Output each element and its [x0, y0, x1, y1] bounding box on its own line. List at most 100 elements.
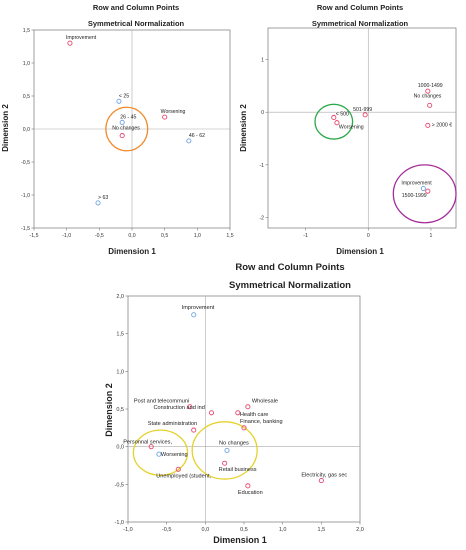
chart2-point [425, 188, 431, 194]
chart2-point [331, 114, 337, 121]
chart3-point [318, 478, 324, 484]
chart3-point [224, 447, 230, 453]
chart2-y-tick-label: 0 [261, 110, 264, 116]
chart1-y-tick-label: 0,0 [23, 127, 30, 133]
chart1-point-label: Improvement [66, 35, 97, 41]
chart1-y-tick-label: 1,5 [23, 28, 30, 34]
chart3-y-tick-label: 1,0 [116, 369, 124, 375]
chart1-point [119, 119, 125, 125]
chart2-y-tick-label: -1 [259, 163, 264, 169]
chart1-subtitle: Symmetrical Normalization [88, 19, 185, 28]
chart1-point [95, 200, 101, 206]
chart2-point [420, 185, 426, 192]
chart2-point-label: Improvement [401, 181, 432, 187]
chart3-point [208, 410, 215, 416]
chart3-x-tick-label: 2,0 [356, 527, 364, 533]
chart2-point-label: No changes [414, 93, 442, 99]
chart3-point [222, 460, 228, 466]
chart3-y-tick-label: -0,5 [115, 482, 124, 488]
chart2-point [427, 102, 433, 108]
chart3-point-label: Retail business [219, 467, 257, 473]
chart1-x-axis-label: Dimension 1 [108, 247, 156, 256]
chart3-point [241, 425, 247, 431]
chart2-x-tick-label: 0 [367, 233, 370, 239]
chart3-point-label: Electricity, gas sec [301, 473, 347, 479]
chart3-subtitle: Symmetrical Normalization [229, 280, 351, 291]
chart2-y-tick-label: -2 [259, 215, 264, 221]
chart3-point-label: Construction and ind [154, 405, 205, 411]
chart1-point-label: 26 - 45 [120, 114, 136, 120]
chart3-point-label: Unemployed (student, [156, 473, 211, 479]
chart2-x-tick-label: 1 [429, 233, 432, 239]
chart2-point [425, 88, 431, 94]
chart3-y-tick-label: 0,5 [116, 407, 124, 413]
chart1-point [186, 138, 192, 144]
chart2-point-label: 1500-1999 [402, 193, 427, 199]
chart2-point-label: 1000-1499 [418, 83, 443, 89]
chart3-x-tick-label: 0,0 [202, 527, 210, 533]
chart1-x-tick-label: 0,0 [128, 233, 135, 239]
chart1-point [116, 98, 122, 104]
chart1-point-label: < 25 [119, 93, 129, 99]
chart3-point-label: Health care [240, 412, 269, 418]
chart1-x-tick-label: 0,5 [161, 233, 168, 239]
chart3-x-tick-label: 0,5 [240, 527, 248, 533]
chart3-point [191, 427, 197, 433]
chart3-point-label: Improvement [182, 305, 215, 311]
chart1-point [67, 40, 73, 46]
chart1-point-label: > 63 [98, 195, 108, 201]
chart1-x-tick-label: 1,0 [194, 233, 201, 239]
chart3-point-label: Personnal services, [123, 440, 172, 446]
chart1-point-label: Worsening [161, 109, 186, 115]
chart1-title: Row and Column Points [93, 3, 179, 12]
chart3-x-tick-label: 1,5 [318, 527, 326, 533]
chart3-y-tick-label: 0,0 [116, 445, 124, 451]
chart3-point [235, 410, 241, 416]
chart2-highlight-ellipse [314, 103, 354, 140]
chart2-point-label: 501-999 [353, 107, 372, 113]
chart3-point-label: State administration [148, 421, 197, 427]
chart2-point-label: > 2000 € [432, 122, 452, 128]
chart3-point [156, 451, 162, 457]
chart1-point [162, 114, 168, 120]
chart3-highlight-ellipse [132, 429, 189, 476]
chart1-y-axis-label: Dimension 2 [1, 104, 10, 152]
chart3-x-tick-label: -0,5 [162, 527, 171, 533]
chart3-x-tick-label: -1,0 [123, 527, 132, 533]
chart3-point-label: Post and telecommuni [134, 399, 189, 405]
chart1-x-tick-label: -1,0 [62, 233, 71, 239]
chart2-x-axis-label: Dimension 1 [336, 247, 384, 256]
chart2-subtitle: Symmetrical Normalization [312, 19, 409, 28]
chart1-point [119, 133, 125, 139]
chart2-x-tick-label: -1 [303, 233, 308, 239]
chart2-plot-frame [267, 27, 457, 229]
chart2-title: Row and Column Points [317, 3, 403, 12]
chart3-x-tick-label: 1,0 [279, 527, 287, 533]
chart2-point-label: Worsening [339, 125, 364, 131]
chart3-point-label: Finance, banking [240, 419, 283, 425]
chart3-point-label: Education [238, 490, 263, 496]
chart3-point-label: Worsening [161, 452, 188, 458]
chart1-point-label: No changes [112, 126, 140, 132]
chart1-x-tick-label: -1,5 [30, 233, 39, 239]
chart3-highlight-ellipse [191, 421, 258, 480]
chart3-y-tick-label: 1,5 [116, 332, 124, 338]
chart1-y-tick-label: 0,5 [23, 94, 30, 100]
chart3-title: Row and Column Points [235, 262, 344, 273]
chart3-y-axis-label: Dimension 2 [104, 383, 114, 437]
chart3-point [245, 404, 251, 410]
chart1-y-tick-label: -1,0 [21, 193, 30, 199]
chart1-y-tick-label: -1,5 [21, 226, 30, 232]
chart3-point-label: Wholesale [252, 399, 278, 405]
chart1-y-tick-label: -0,5 [21, 160, 30, 166]
chart3-point-label: No changes [219, 440, 249, 446]
chart3-point [187, 404, 193, 410]
chart3-point [245, 483, 251, 489]
chart3-x-axis-label: Dimension 1 [213, 535, 267, 545]
chart2-y-axis-label: Dimension 2 [239, 104, 248, 152]
chart3-point [148, 444, 154, 450]
chart1-y-tick-label: 1,0 [23, 61, 30, 67]
chart1-highlight-ellipse [105, 106, 149, 152]
chart2-point [362, 112, 368, 118]
